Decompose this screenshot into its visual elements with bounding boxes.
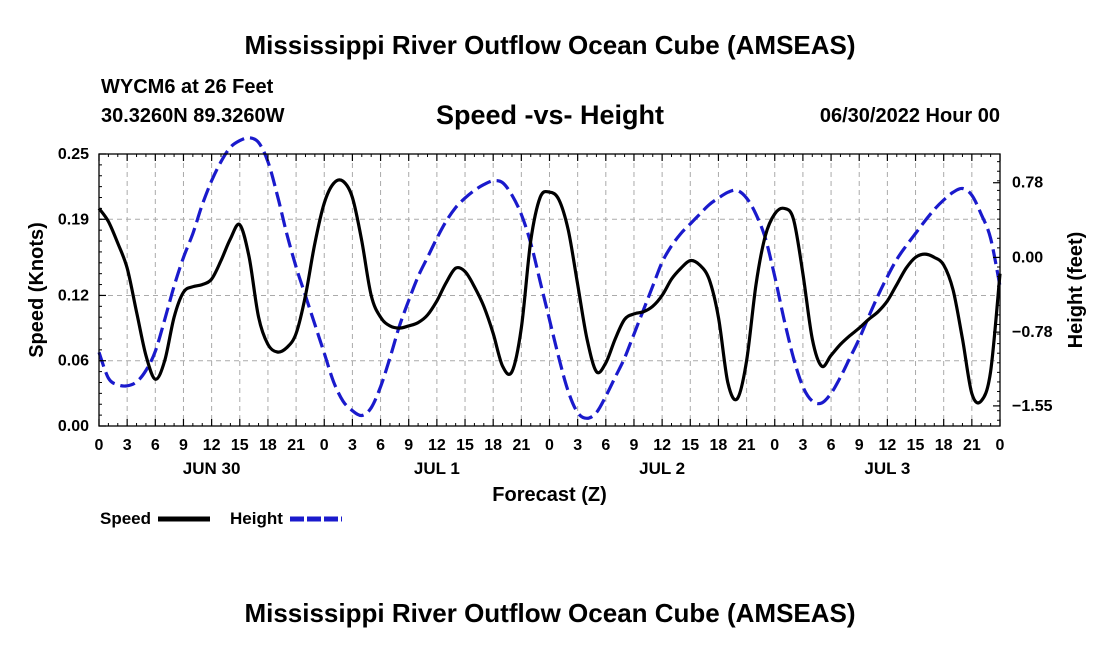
forecast-datetime: 06/30/2022 Hour 00 <box>819 105 1000 127</box>
x-tick-label: 15 <box>456 437 474 454</box>
y-tick-label: 0.06 <box>58 353 89 370</box>
x-tick-label: 15 <box>231 437 249 454</box>
x-tick-label: 6 <box>827 437 836 454</box>
legend-item-speed: Speed <box>100 508 210 529</box>
x-tick-label: 3 <box>798 437 807 454</box>
main-title: Mississippi River Outflow Ocean Cube (AM… <box>244 30 856 60</box>
legend-speed-label: Speed <box>100 508 152 528</box>
day-label: JUL 3 <box>864 459 910 478</box>
x-tick-label: 3 <box>348 437 357 454</box>
y-tick-label: 0.12 <box>58 287 89 304</box>
x-tick-label: 15 <box>681 437 699 454</box>
x-tick-label: 18 <box>935 437 953 454</box>
x-tick-label: 0 <box>95 437 104 454</box>
day-label: JUL 2 <box>639 459 685 478</box>
y2-tick-label: −0.78 <box>1012 324 1053 341</box>
x-tick-label: 21 <box>738 437 756 454</box>
repeat-title: Mississippi River Outflow Ocean Cube (AM… <box>244 598 856 628</box>
x-tick-label: 9 <box>855 437 864 454</box>
coordinates-label: 30.3260N 89.3260W <box>101 105 285 127</box>
day-label: JUN 30 <box>183 459 241 478</box>
x-tick-label: 0 <box>545 437 554 454</box>
series-line-speed <box>97 178 1002 405</box>
x-tick-label: 18 <box>710 437 728 454</box>
x-tick-label: 9 <box>630 437 639 454</box>
y2-tick-label: 0.78 <box>1012 175 1043 192</box>
y2-tick-label: −1.55 <box>1012 398 1053 415</box>
y2-axis-label: Height (feet) <box>1065 232 1087 349</box>
y-tick-label: 0.25 <box>58 146 89 163</box>
x-tick-label: 0 <box>770 437 779 454</box>
x-tick-label: 12 <box>203 437 221 454</box>
x-tick-label: 9 <box>179 437 188 454</box>
legend-speed-swatch <box>157 516 210 522</box>
y2-tick-label: 0.00 <box>1012 249 1043 266</box>
x-tick-label: 12 <box>428 437 446 454</box>
x-tick-label: 21 <box>512 437 530 454</box>
x-axis-label: Forecast (Z) <box>492 484 606 506</box>
x-tick-label: 6 <box>601 437 610 454</box>
x-tick-label: 21 <box>287 437 305 454</box>
x-tick-label: 6 <box>376 437 385 454</box>
x-tick-label: 12 <box>878 437 896 454</box>
x-tick-label: 12 <box>653 437 671 454</box>
x-tick-label: 18 <box>484 437 502 454</box>
x-tick-label: 6 <box>151 437 160 454</box>
x-tick-label: 0 <box>996 437 1005 454</box>
x-tick-label: 21 <box>963 437 981 454</box>
series-layer <box>97 136 1002 420</box>
x-tick-label: 3 <box>573 437 582 454</box>
series-line-height <box>97 136 1002 420</box>
grid <box>99 154 1000 426</box>
y-axis-label: Speed (Knots) <box>26 222 48 358</box>
x-tick-label: 0 <box>320 437 329 454</box>
y-tick-label: 0.19 <box>58 211 89 228</box>
station-label: WYCM6 at 26 Feet <box>101 76 274 98</box>
y-tick-label: 0.00 <box>58 418 89 435</box>
x-tick-label: 15 <box>907 437 925 454</box>
day-label: JUL 1 <box>414 459 460 478</box>
x-tick-label: 18 <box>259 437 277 454</box>
chart-subtitle: Speed -vs- Height <box>435 100 665 130</box>
x-tick-label: 3 <box>123 437 132 454</box>
axes: 0 3 6 9 12 15 18 21 0 3 6 9 12 15 18 21 0 3 6 9 12 15 18 21 0 3 6 9… <box>58 146 1053 478</box>
legend-item-height: Height <box>230 508 342 529</box>
x-tick-label: 9 <box>404 437 413 454</box>
legend-height-label: Height <box>230 508 283 528</box>
legend-height-swatch <box>289 516 342 522</box>
